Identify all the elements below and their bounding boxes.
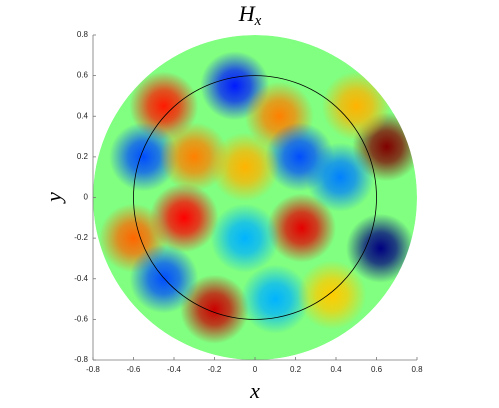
title-subscript: x (254, 13, 262, 29)
x-tick-label: 0 (253, 365, 258, 374)
field-blob (267, 193, 337, 263)
field-blob (297, 260, 367, 330)
field-blob (321, 71, 391, 141)
chart-title: Hx (238, 1, 262, 29)
x-tick-label: 0.8 (411, 365, 423, 374)
field-blob (180, 274, 249, 344)
y-tick-label: -0.2 (74, 233, 88, 242)
y-tick-label: 0.4 (77, 111, 89, 120)
field-blob (109, 122, 179, 192)
field (93, 35, 417, 360)
y-tick-label: 0 (84, 193, 89, 202)
field-blob (346, 213, 415, 283)
x-tick-label: -0.6 (127, 365, 141, 374)
title-main: H (238, 1, 256, 26)
field-blob (210, 203, 280, 273)
x-tick-label: -0.4 (167, 365, 181, 374)
reference-circle (133, 75, 377, 320)
y-tick-label: -0.4 (74, 274, 88, 283)
y-tick-label: 0.2 (77, 152, 89, 161)
y-axis-label: y (41, 192, 66, 204)
x-tick-label: 0.4 (330, 365, 342, 374)
y-tick-label: 0.6 (77, 71, 89, 80)
field-blob (129, 244, 199, 314)
field-blob (305, 142, 375, 212)
x-tick-label: 0.2 (290, 365, 302, 374)
x-tick-label: -0.2 (208, 365, 222, 374)
x-tick-label: 0.6 (371, 365, 383, 374)
field-blob (210, 132, 280, 202)
y-tick-label: 0.8 (77, 30, 89, 39)
field-blob (240, 264, 310, 334)
y-tick-label: -0.8 (74, 355, 88, 364)
x-tick-label: -0.8 (86, 365, 100, 374)
x-axis-label: x (249, 378, 260, 403)
y-tick-label: -0.6 (74, 314, 88, 323)
